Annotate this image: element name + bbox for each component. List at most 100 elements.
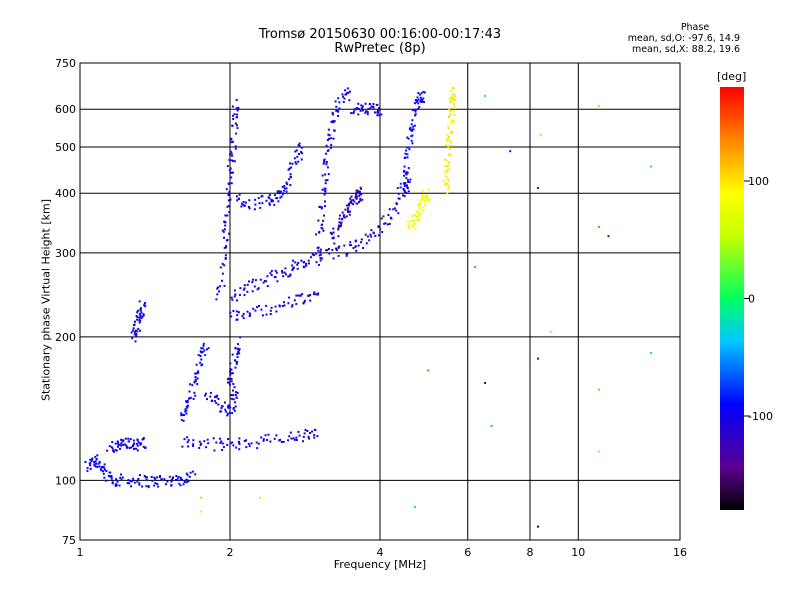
echo-point (356, 195, 359, 198)
echo-point (195, 363, 198, 366)
echo-point (362, 109, 364, 112)
echo-point (204, 354, 207, 357)
echo-point (310, 256, 313, 259)
echo-point (219, 442, 222, 444)
echo-point (357, 244, 360, 247)
echo-point (243, 440, 246, 443)
y-tick-label: 750 (55, 57, 76, 70)
echo-point (201, 351, 204, 354)
echo-point (255, 441, 258, 444)
echo-point (188, 397, 191, 400)
echo-point (197, 370, 200, 373)
echo-point (417, 108, 420, 110)
echo-point (359, 109, 362, 112)
echo-point (129, 438, 132, 441)
echo-point (347, 91, 350, 94)
echo-point (139, 329, 141, 332)
echo-point (450, 141, 452, 144)
echo-point (321, 227, 324, 230)
echo-point (224, 254, 227, 257)
echo-point (360, 193, 363, 196)
echo-point (143, 475, 146, 477)
echo-point (454, 95, 457, 97)
echo-point (194, 473, 197, 476)
echo-point (231, 154, 234, 157)
echo-point (288, 296, 291, 299)
echo-point (376, 110, 379, 112)
echo-point (422, 209, 425, 212)
echo-point (210, 400, 213, 403)
echo-point (444, 158, 447, 161)
echo-point (186, 406, 189, 409)
echo-point (302, 302, 305, 305)
echo-point (229, 383, 231, 386)
echo-point (324, 190, 327, 193)
echo-point (132, 329, 135, 332)
echo-point (426, 194, 429, 197)
echo-point (361, 107, 363, 110)
echo-point (276, 190, 279, 193)
echo-point (427, 369, 430, 372)
echo-point (396, 187, 399, 190)
echo-point (84, 461, 87, 463)
echo-point (408, 148, 411, 151)
echo-point (224, 214, 227, 217)
echo-point (277, 200, 280, 203)
echo-point (135, 334, 138, 337)
echo-point (414, 227, 417, 230)
echo-point (230, 138, 233, 141)
echo-point (232, 382, 235, 385)
echo-point (239, 336, 242, 339)
echo-point (226, 205, 229, 208)
echo-point (311, 253, 314, 256)
echo-point (408, 220, 411, 223)
echo-point (258, 202, 261, 205)
echo-point (133, 323, 136, 326)
echo-point (416, 211, 419, 214)
echo-point (239, 287, 242, 290)
echo-point (418, 213, 421, 216)
echo-point (451, 96, 453, 99)
echo-point (193, 380, 196, 383)
echo-point (248, 445, 251, 448)
echo-point (313, 436, 316, 439)
echo-point (235, 195, 238, 198)
echo-point (133, 331, 136, 334)
echo-point (240, 202, 243, 205)
echo-point (287, 302, 290, 305)
echo-point (223, 220, 226, 223)
echo-point (452, 93, 455, 95)
echo-point (345, 204, 348, 207)
echo-point (283, 271, 286, 274)
echo-point (236, 318, 239, 321)
echo-point (418, 106, 421, 108)
echo-point (192, 445, 195, 447)
echo-point (402, 194, 404, 197)
echo-point (260, 436, 263, 439)
echo-point (138, 482, 141, 485)
echo-point (132, 477, 135, 480)
echo-point (319, 250, 322, 253)
echo-point (418, 206, 421, 209)
echo-point (200, 351, 203, 354)
echo-point (213, 449, 216, 452)
echo-point (182, 419, 185, 422)
echo-point (270, 306, 273, 309)
y-tick-label: 75 (62, 534, 76, 547)
echo-point (130, 446, 133, 449)
echo-point (275, 310, 278, 313)
echo-point (349, 197, 352, 200)
echo-point (354, 245, 357, 248)
echo-point (137, 441, 140, 444)
echo-point (323, 159, 326, 162)
echo-point (235, 98, 238, 101)
echo-point (366, 113, 369, 116)
echo-point (451, 94, 454, 97)
echo-point (185, 472, 188, 475)
echo-point (200, 358, 203, 361)
echo-point (230, 176, 233, 179)
echo-point (349, 241, 352, 244)
echo-point (332, 137, 335, 140)
echo-point (236, 127, 239, 130)
echo-point (299, 294, 302, 297)
